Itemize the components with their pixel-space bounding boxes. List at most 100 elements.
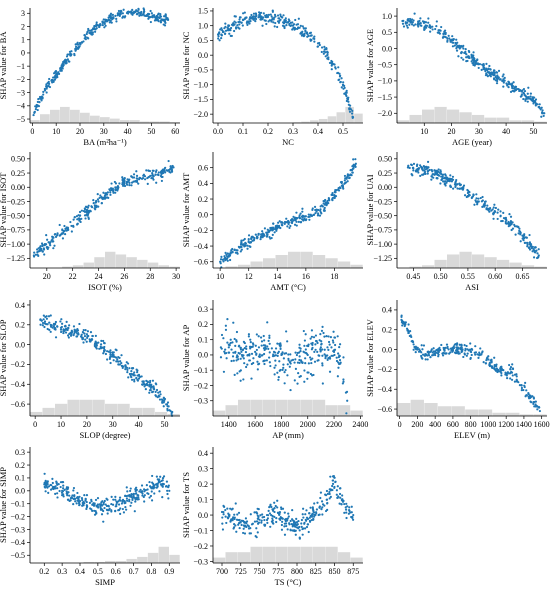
data-point <box>277 378 280 381</box>
histogram-bar <box>409 114 422 123</box>
data-point <box>124 501 127 505</box>
data-point <box>494 206 497 210</box>
data-point <box>237 351 240 355</box>
data-point <box>132 180 135 183</box>
data-point <box>314 334 318 337</box>
data-point <box>440 172 443 176</box>
data-point <box>220 333 224 337</box>
data-point <box>153 484 156 487</box>
data-point <box>248 532 251 535</box>
data-point <box>268 235 271 239</box>
data-point <box>129 504 132 507</box>
data-point <box>145 169 148 172</box>
data-point <box>513 90 516 93</box>
data-point <box>39 318 42 321</box>
data-point <box>56 496 59 499</box>
histogram-bar <box>115 254 127 268</box>
data-point <box>155 388 159 392</box>
data-point <box>323 45 326 48</box>
x-axis-title: ASI <box>465 282 479 292</box>
data-point <box>270 505 273 509</box>
data-point <box>97 200 100 203</box>
data-point <box>217 35 220 38</box>
data-point <box>313 35 316 38</box>
data-point <box>312 336 316 339</box>
x-tick-label: 0.2 <box>263 127 273 136</box>
data-point <box>103 21 106 24</box>
data-point <box>307 530 310 534</box>
data-point <box>66 328 69 332</box>
histogram-bar <box>30 120 40 123</box>
x-tick-label: 0 <box>33 420 37 429</box>
data-point <box>451 35 454 38</box>
y-tick-label: 0.50 <box>11 155 25 164</box>
data-point <box>276 371 279 374</box>
data-point <box>94 25 98 28</box>
data-point <box>67 327 70 330</box>
x-tick-label: 0.0 <box>213 127 223 136</box>
data-point <box>103 350 106 353</box>
data-point <box>267 509 270 512</box>
data-point <box>151 177 154 180</box>
data-point <box>529 98 533 101</box>
data-point <box>130 375 133 379</box>
y-tick-label: 0.4 <box>198 179 208 188</box>
data-point <box>528 248 532 251</box>
data-point <box>523 385 526 389</box>
data-point <box>527 86 530 89</box>
data-point <box>464 48 467 51</box>
data-point <box>115 349 118 352</box>
data-point <box>506 377 509 380</box>
data-point <box>164 15 167 18</box>
y-tick-label: −0.5 <box>10 551 25 560</box>
data-point <box>255 348 258 352</box>
data-point <box>465 344 468 348</box>
data-point <box>410 163 413 167</box>
histogram-bar <box>158 546 169 563</box>
data-point <box>423 165 427 168</box>
data-point <box>281 21 285 24</box>
data-point <box>344 93 347 96</box>
data-point <box>130 372 133 376</box>
data-point <box>100 346 103 350</box>
data-point <box>427 352 430 355</box>
data-point <box>472 63 475 67</box>
data-point <box>107 350 110 353</box>
data-point <box>342 380 345 383</box>
data-point <box>497 76 500 79</box>
data-point <box>42 318 45 321</box>
data-point <box>314 339 318 343</box>
data-point <box>163 167 166 171</box>
data-point <box>257 355 261 358</box>
data-point <box>242 354 245 357</box>
data-point <box>281 520 284 523</box>
data-point <box>315 508 318 511</box>
data-point <box>110 21 113 24</box>
y-tick-label: 2 <box>21 22 25 31</box>
data-point <box>42 90 45 93</box>
data-point <box>162 475 166 478</box>
data-point <box>150 499 154 502</box>
data-point <box>274 359 277 362</box>
y-tick-label: 0.5 <box>382 28 392 37</box>
y-tick-label: 0.1 <box>198 495 208 504</box>
data-point <box>226 507 229 510</box>
data-point <box>514 85 517 88</box>
data-point <box>53 328 57 331</box>
histogram-bar <box>169 554 180 563</box>
data-point <box>83 334 87 338</box>
data-point <box>139 488 142 491</box>
data-point <box>287 219 290 223</box>
histogram-bar <box>70 109 80 123</box>
data-point <box>518 230 522 233</box>
data-point <box>285 217 288 220</box>
histogram-bar <box>447 109 460 123</box>
data-point <box>283 220 287 224</box>
data-point <box>46 323 49 326</box>
data-point <box>465 195 468 199</box>
x-tick-label: 30 <box>109 420 117 429</box>
data-point <box>485 62 488 65</box>
data-point <box>449 178 452 181</box>
y-tick-label: 1 <box>21 36 25 45</box>
histogram-bar <box>225 552 238 563</box>
